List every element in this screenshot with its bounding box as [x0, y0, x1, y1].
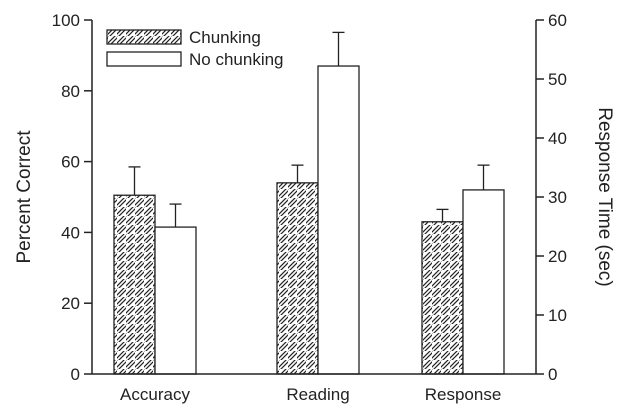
error-bars-group — [128, 31, 490, 228]
left-tick-label: 100 — [52, 11, 80, 30]
left-tick-label: 80 — [61, 82, 80, 101]
bars-group — [113, 65, 505, 375]
bar-chunking-response — [421, 221, 464, 375]
right-ticks-group: 0 10 20 30 40 50 60 — [536, 11, 567, 384]
right-tick-label: 20 — [548, 247, 567, 266]
left-tick-label: 20 — [61, 294, 80, 313]
legend: Chunking No chunking — [106, 28, 284, 69]
y-axis-title: Percent Correct — [14, 130, 35, 264]
bar-no-chunking-accuracy — [154, 226, 197, 375]
category-label-response: Response — [425, 385, 502, 404]
legend-label-no-chunking: No chunking — [189, 50, 284, 69]
left-tick-label: 40 — [61, 223, 80, 242]
bar-no-chunking-response — [462, 189, 505, 375]
category-label-reading: Reading — [286, 385, 349, 404]
legend-label-chunking: Chunking — [189, 28, 261, 47]
legend-swatch-chunking — [106, 29, 182, 45]
bar-no-chunking-reading — [317, 65, 360, 375]
left-tick-label: 60 — [61, 153, 80, 172]
right-tick-label: 60 — [548, 11, 567, 30]
category-label-accuracy: Accuracy — [120, 385, 190, 404]
right-tick-label: 40 — [548, 129, 567, 148]
bar-chunking-reading — [276, 182, 319, 375]
left-ticks-group: 0 20 40 60 80 100 — [52, 11, 92, 384]
left-tick-label: 0 — [71, 365, 80, 384]
right-tick-label: 10 — [548, 306, 567, 325]
right-tick-label: 0 — [548, 365, 557, 384]
y2-axis-title: Response Time (sec) — [594, 107, 615, 287]
right-tick-label: 50 — [548, 70, 567, 89]
legend-swatch-no-chunking — [106, 51, 182, 67]
right-tick-label: 30 — [548, 188, 567, 207]
bar-chunking-accuracy — [113, 194, 156, 375]
category-labels-group: Accuracy Reading Response — [120, 385, 501, 404]
